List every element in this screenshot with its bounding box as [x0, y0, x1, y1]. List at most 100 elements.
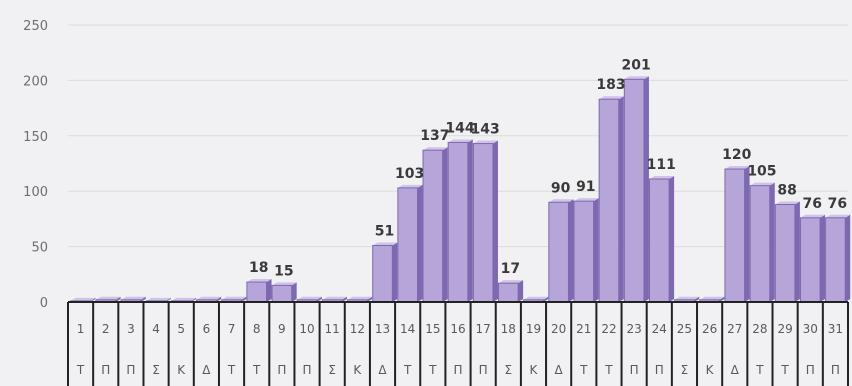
bar-top: [171, 297, 197, 301]
bar-front: [623, 78, 645, 303]
bar-front: [447, 141, 469, 303]
bar-side: [417, 184, 423, 302]
day-label: Π: [303, 363, 312, 377]
x-tick-label: 1: [77, 322, 85, 336]
bar-28: [749, 182, 775, 303]
bar-13: [372, 242, 398, 303]
bar-top: [674, 296, 700, 300]
bar-top: [196, 296, 222, 300]
x-tick-label: 20: [551, 322, 566, 336]
x-tick-label: 9: [278, 322, 286, 336]
bar-top: [448, 139, 473, 143]
day-label: Τ: [579, 363, 588, 377]
bar-11: [321, 296, 348, 303]
y-axis-ticks: 0 50 100 150 200 250: [23, 19, 48, 311]
bar-top: [246, 279, 272, 283]
day-label: Π: [630, 363, 639, 377]
x-tick-label: 18: [501, 322, 516, 336]
data-label: 76: [828, 196, 847, 212]
bars: [70, 76, 851, 303]
bar-23: [623, 76, 649, 303]
x-tick-label: 27: [727, 322, 742, 336]
data-label: 91: [576, 179, 595, 195]
day-label: Τ: [227, 363, 236, 377]
y-tick-label: 250: [23, 19, 48, 34]
day-label: Π: [126, 363, 135, 377]
day-label: Σ: [328, 363, 336, 377]
bar-top: [322, 296, 348, 300]
x-tick-label: 15: [425, 322, 440, 336]
bar-side: [618, 96, 624, 303]
day-label: Κ: [530, 363, 539, 377]
day-label: Κ: [706, 363, 715, 377]
x-tick-label: 8: [253, 322, 261, 336]
bar-front: [648, 178, 670, 303]
day-label: Κ: [353, 363, 362, 377]
bar-17: [472, 140, 498, 303]
bar-side: [442, 147, 448, 302]
data-label: 105: [747, 164, 776, 180]
bar-side: [392, 242, 398, 302]
x-tick-label: 11: [325, 322, 340, 336]
x-tick-label: 7: [228, 322, 236, 336]
data-label: 17: [501, 261, 520, 277]
bar-side: [744, 166, 750, 302]
bar-top: [599, 96, 624, 100]
bar-side: [593, 198, 599, 302]
y-tick-label: 200: [23, 74, 48, 89]
bar-24: [648, 176, 675, 303]
grid-lines: [68, 24, 848, 248]
bar-side: [643, 76, 649, 303]
bar-top: [95, 296, 121, 300]
bar-27: [724, 166, 750, 303]
y-tick-label: 100: [23, 185, 48, 200]
bar-side: [291, 282, 297, 302]
bar-top: [70, 297, 96, 301]
x-tick-label: 13: [375, 322, 390, 336]
bar-front: [372, 244, 393, 303]
bar-side: [316, 296, 322, 302]
day-label: Δ: [202, 363, 211, 377]
day-label: Π: [277, 363, 286, 377]
day-label: Δ: [731, 363, 740, 377]
day-label: Σ: [505, 363, 513, 377]
x-tick-label: 28: [752, 322, 767, 336]
bar-side: [568, 199, 574, 302]
bar-side: [367, 296, 373, 302]
bar-19: [523, 296, 549, 303]
bar-top: [649, 176, 675, 180]
bar-front: [749, 185, 771, 303]
bar-top: [297, 296, 322, 300]
bar-front: [548, 201, 569, 303]
x-tick-label: 17: [476, 322, 491, 336]
bar-8: [246, 279, 272, 303]
bar-front: [598, 98, 620, 303]
bar-9: [271, 282, 297, 303]
bar-side: [769, 182, 775, 302]
day-label: Σ: [681, 363, 689, 377]
x-tick-label: 25: [677, 322, 692, 336]
day-label: Π: [479, 363, 488, 377]
day-label: Τ: [403, 363, 412, 377]
bar-side: [820, 214, 826, 302]
bar-front: [271, 284, 293, 303]
bar-14: [397, 184, 423, 303]
bar-21: [573, 198, 599, 303]
bar-top: [473, 140, 498, 144]
data-label: 103: [395, 166, 424, 182]
day-label: Τ: [780, 363, 789, 377]
x-tick-label: 6: [203, 322, 211, 336]
data-label: 76: [803, 196, 822, 212]
category-table: 1 Τ 2 Π 3 Π 4 Σ 5 Κ 6 Δ 7 Τ 8 Τ 9 Π 10 Π 11 Σ 12 Κ 13 Δ 14 Τ 15 Τ 16 Π 1…: [67, 301, 849, 386]
bar-top: [423, 147, 448, 151]
data-label: 111: [647, 157, 676, 173]
data-label: 137: [420, 128, 449, 144]
bar-top: [624, 76, 649, 80]
bar-top: [699, 296, 725, 300]
bar-front: [397, 187, 418, 303]
x-tick-label: 24: [652, 322, 667, 336]
bar-top: [498, 280, 524, 284]
bar-side: [467, 139, 473, 302]
bar-15: [422, 147, 448, 303]
